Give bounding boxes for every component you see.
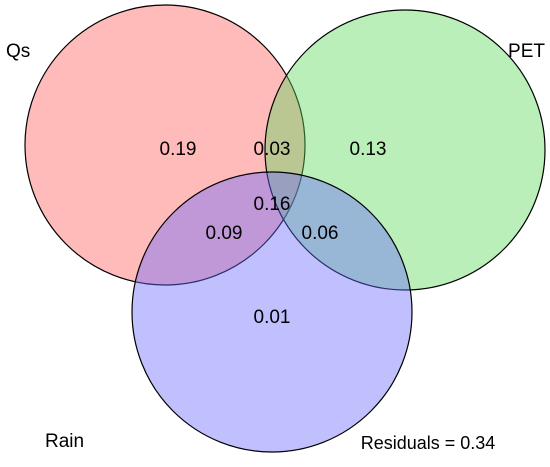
region-value: 0.09 [206, 223, 243, 244]
residuals: Residuals = 0.34 [361, 433, 496, 453]
region-value: 0.16 [254, 194, 291, 215]
set-label: Qs [6, 41, 30, 62]
set-label: PET [508, 41, 545, 62]
region-value: 0.13 [350, 139, 387, 160]
pet-circle [264, 9, 546, 291]
set-label: Rain [45, 431, 84, 452]
region-value: 0.03 [254, 139, 291, 160]
qs-circle [24, 4, 306, 286]
region-value: 0.01 [254, 307, 291, 328]
rain-circle [131, 171, 413, 453]
region-value: 0.06 [302, 223, 339, 244]
region-value: 0.19 [160, 139, 197, 160]
